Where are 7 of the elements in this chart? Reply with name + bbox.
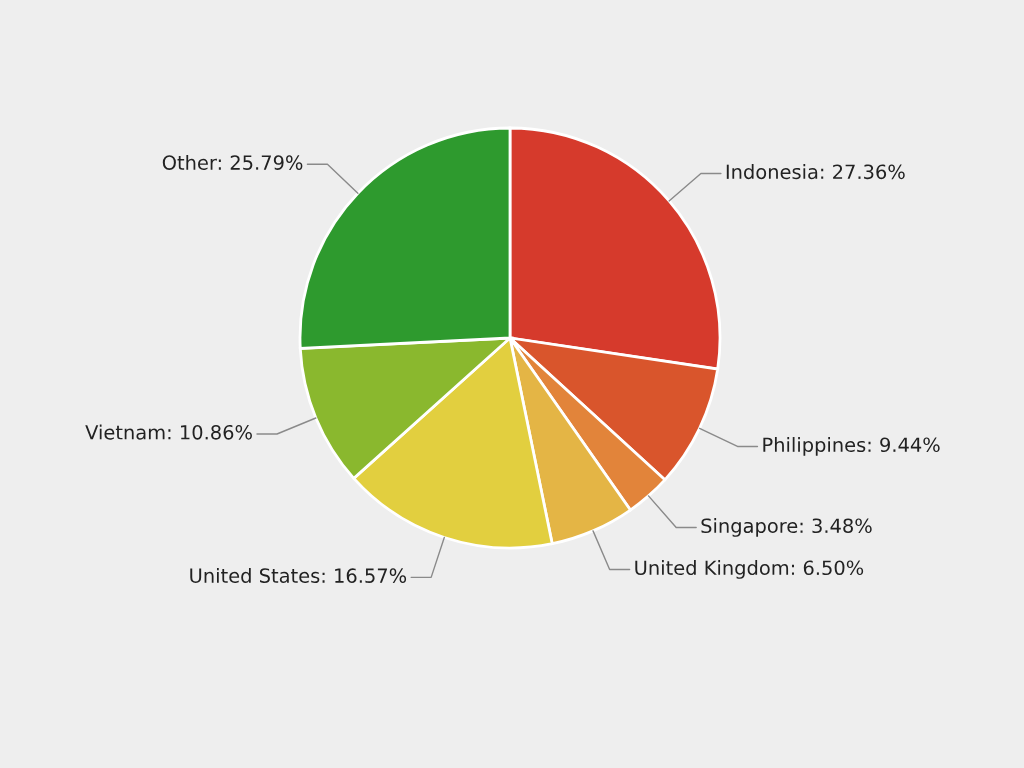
slice-label: Philippines: 9.44% — [763, 437, 940, 456]
slice-label: Other: 25.79% — [162, 154, 303, 170]
slice-label: United Kingdom: 6.50% — [635, 560, 864, 579]
slice-label: Singapore: 3.48% — [701, 518, 872, 537]
slice-label: Vietnam: 10.86% — [85, 424, 252, 440]
slice-label: Indonesia: 27.36% — [726, 164, 905, 180]
slice-label: United States: 16.57% — [190, 567, 407, 583]
